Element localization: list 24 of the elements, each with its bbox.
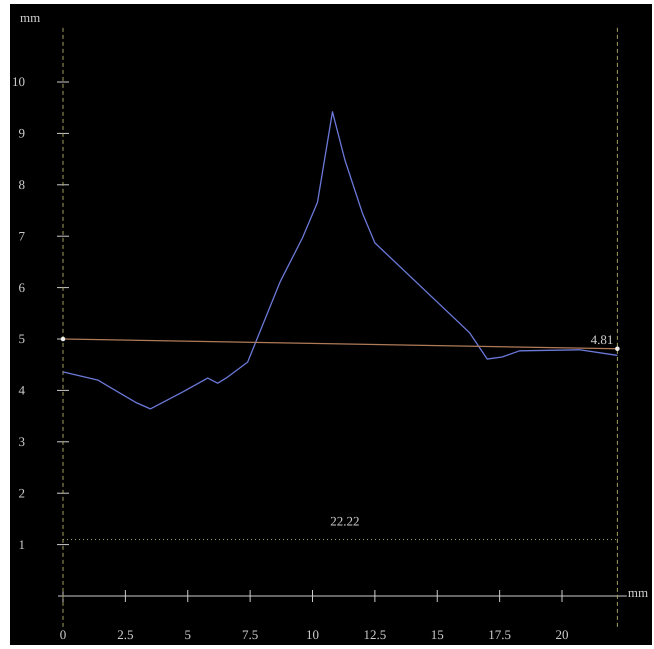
y-tick-label: 1 — [18, 536, 25, 552]
annotation: 22.22 — [330, 513, 360, 528]
line-series — [62, 111, 618, 410]
x-tick-label: 7.5 — [242, 627, 258, 642]
y-tick-label: 6 — [18, 280, 26, 295]
data-label: 4.81 — [590, 332, 614, 347]
y-tick-label: 10 — [12, 74, 25, 90]
x-tick-label: 15 — [430, 627, 444, 642]
x-tick-label: 10 — [306, 627, 319, 642]
y-tick-label: 2 — [18, 485, 25, 500]
x-tick-label: 5 — [184, 627, 191, 642]
y-tick-label: 5 — [18, 331, 25, 346]
x-tick-label: 2.5 — [117, 627, 134, 642]
x-tick-label: 20 — [556, 627, 568, 642]
x-tick-label: 12.5 — [364, 627, 386, 642]
x-axis-title: mm — [628, 585, 648, 600]
y-tick-label: 7 — [18, 228, 26, 244]
y-tick-label: 9 — [18, 126, 25, 141]
y-tick-label: 8 — [18, 176, 25, 192]
x-tick-label: 0 — [60, 627, 66, 642]
x-tick-label: 17.5 — [488, 627, 511, 642]
y-axis-title: mm — [20, 10, 40, 25]
y-tick-label: 4 — [18, 382, 26, 398]
y-tick-label: 3 — [18, 434, 25, 449]
